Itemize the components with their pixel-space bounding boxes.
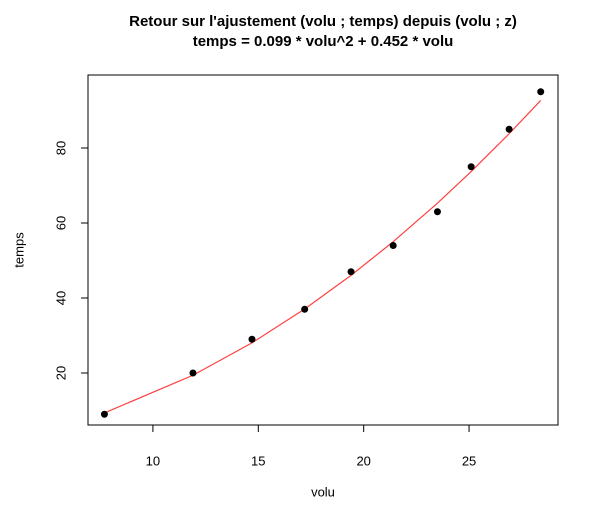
data-point	[433, 208, 441, 216]
data-point	[389, 242, 397, 250]
plot-box	[87, 74, 559, 426]
data-point	[505, 125, 513, 133]
data-point	[467, 163, 475, 171]
data-point	[248, 335, 256, 343]
fit-curve	[104, 100, 542, 414]
data-point	[347, 268, 355, 276]
x-tick-label: 20	[356, 453, 370, 468]
y-tick-label: 40	[53, 291, 68, 305]
y-tick-label: 20	[53, 366, 68, 380]
y-tick-label: 60	[53, 216, 68, 230]
data-point	[100, 410, 108, 418]
x-tick-label: 15	[251, 453, 265, 468]
x-axis-label: volu	[311, 484, 335, 499]
data-point	[537, 88, 545, 96]
y-tick-label: 80	[53, 141, 68, 155]
chart-subtitle: temps = 0.099 * volu^2 + 0.452 * volu	[193, 33, 454, 50]
x-tick-label: 25	[462, 453, 476, 468]
y-axis-label: temps	[11, 232, 26, 268]
data-point	[301, 305, 309, 313]
x-tick-label: 10	[146, 453, 160, 468]
data-point	[189, 369, 197, 377]
chart-title: Retour sur l'ajustement (volu ; temps) d…	[129, 13, 517, 30]
